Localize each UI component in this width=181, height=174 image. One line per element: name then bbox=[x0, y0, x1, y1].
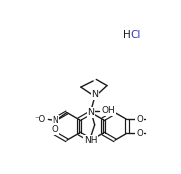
Text: OH: OH bbox=[102, 106, 115, 116]
Text: ⁻O: ⁻O bbox=[34, 115, 45, 124]
Text: Cl: Cl bbox=[130, 30, 140, 40]
Text: O: O bbox=[136, 129, 143, 138]
Text: N: N bbox=[52, 116, 58, 125]
Text: O: O bbox=[136, 115, 143, 124]
Text: NH: NH bbox=[84, 136, 98, 145]
Text: N: N bbox=[87, 108, 94, 117]
Text: O: O bbox=[52, 125, 59, 134]
Text: H: H bbox=[123, 30, 131, 40]
Text: N: N bbox=[91, 90, 98, 99]
